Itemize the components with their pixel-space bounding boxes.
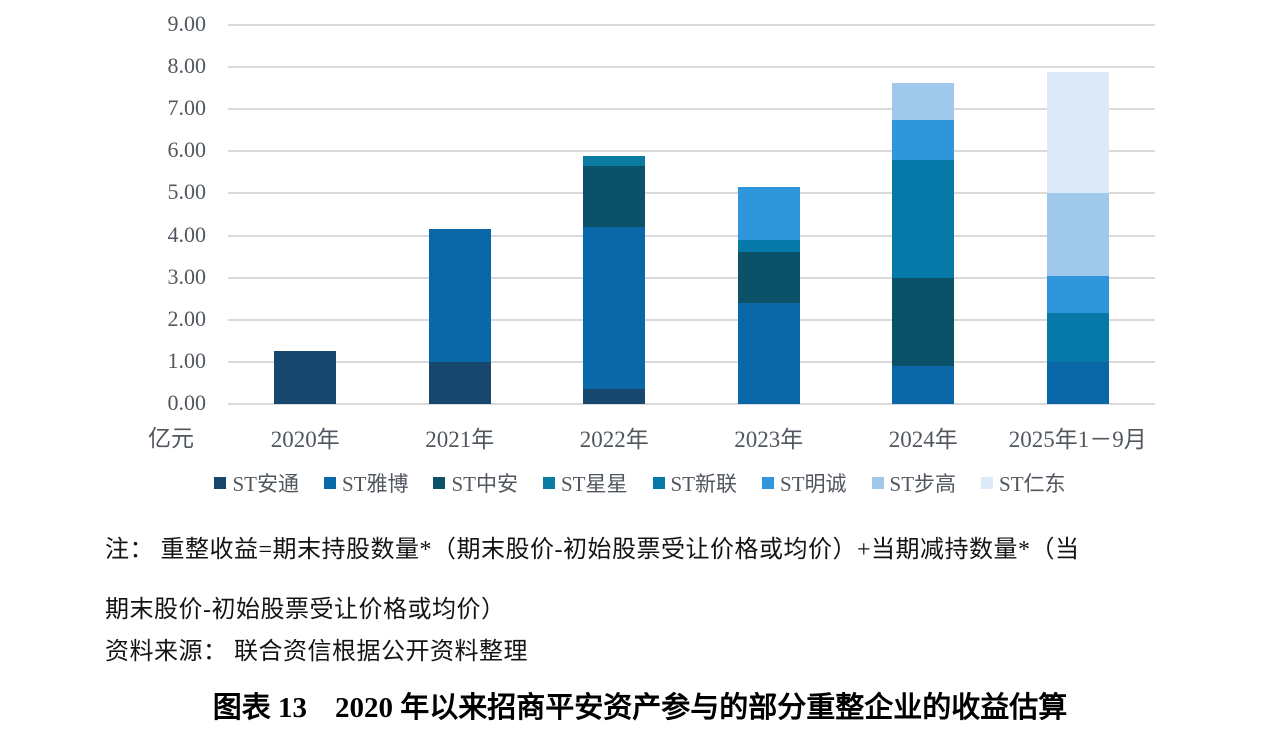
y-axis-tick-label: 9.00 — [167, 11, 207, 36]
legend-swatch-icon — [214, 477, 227, 489]
legend-swatch-icon — [652, 477, 665, 489]
y-axis-unit-label: 亿元 — [148, 426, 194, 451]
bar-segment — [583, 166, 646, 228]
legend-label: ST安通 — [232, 472, 299, 496]
y-axis-tick-label: 5.00 — [167, 179, 207, 205]
gridline — [228, 24, 1155, 26]
figure-caption-title: 2020 年以来招商平安资产参与的部分重整企业的收益估算 — [335, 692, 1068, 724]
bar-segment — [737, 239, 800, 253]
bar-segment — [737, 187, 800, 240]
y-axis-tick-label: 2.00 — [167, 305, 207, 331]
y-axis-tick-label: 0.00 — [167, 390, 207, 415]
note-line-2: 期末股价-初始股票受让价格或均价） — [105, 597, 506, 623]
legend-item: ST中安 — [433, 468, 518, 498]
gridline — [228, 192, 1155, 195]
gridline — [228, 234, 1155, 237]
y-axis-tick-label: 6.00 — [167, 137, 207, 163]
bar-segment — [892, 82, 955, 120]
legend-swatch-icon — [762, 477, 775, 489]
legend-swatch-icon — [981, 477, 994, 489]
x-axis-label: 2022年 — [579, 427, 649, 452]
x-axis-label: 2025年1－9月 — [1008, 427, 1147, 452]
legend-label: ST步高 — [889, 472, 957, 496]
bar-segment — [892, 159, 955, 278]
legend-label: ST仁东 — [999, 472, 1066, 496]
gridline — [228, 66, 1155, 69]
bar-segment — [583, 227, 646, 390]
bar-segment — [1046, 72, 1109, 194]
bar-segment — [1046, 361, 1109, 404]
bar-segment — [737, 252, 800, 303]
bar-segment — [892, 366, 955, 404]
legend-label: ST星星 — [560, 472, 628, 496]
legend-label: ST明诚 — [780, 472, 847, 496]
bar-segment — [428, 229, 491, 362]
gridline — [228, 150, 1155, 153]
bar-segment — [583, 155, 646, 167]
legend-item: ST明诚 — [762, 468, 847, 498]
figure-caption: 图表 13 2020 年以来招商平安资产参与的部分重整企业的收益估算 — [0, 684, 1280, 726]
y-axis-tick-label: 4.00 — [167, 221, 207, 247]
legend-swatch-icon — [542, 477, 555, 489]
bar-segment — [274, 351, 337, 404]
legend-swatch-icon — [323, 477, 336, 489]
bar-segment — [892, 277, 955, 367]
legend-label: ST中安 — [451, 472, 518, 496]
legend-swatch-icon — [871, 477, 884, 489]
bar-segment — [892, 119, 955, 160]
chart-plot-area — [228, 24, 1155, 405]
bar-segment — [1046, 193, 1109, 276]
bar-segment — [428, 361, 491, 404]
legend-label: ST新联 — [670, 472, 738, 496]
gridline — [228, 403, 1155, 405]
x-axis-label: 2021年 — [425, 427, 495, 452]
legend-item: ST星星 — [542, 468, 628, 498]
x-axis-label: 2024年 — [888, 427, 958, 452]
legend-item: ST步高 — [871, 468, 957, 498]
x-axis-label: 2020年 — [270, 427, 340, 452]
gridline — [228, 318, 1155, 321]
y-axis-tick-label: 7.00 — [167, 95, 207, 121]
stacked-bar — [274, 25, 337, 404]
x-axis-label: 2023年 — [734, 427, 804, 452]
legend-item: ST雅博 — [323, 468, 409, 498]
legend-label: ST雅博 — [341, 472, 409, 496]
stacked-bar — [428, 25, 491, 404]
note-line-1: 注： 重整收益=期末持股数量*（期末股价-初始股票受让价格或均价）+当期减持数量… — [105, 537, 1080, 563]
y-axis-tick-label: 8.00 — [167, 53, 207, 79]
gridline — [228, 360, 1155, 363]
bar-segment — [737, 302, 800, 404]
stacked-bar — [892, 25, 955, 404]
legend-item: ST安通 — [214, 468, 299, 498]
legend-item: ST仁东 — [981, 468, 1066, 498]
stacked-bar — [583, 25, 646, 404]
chart-legend: ST安通 ST雅博 ST中安 ST星星 ST新联 ST明诚 ST步高 ST仁东 — [0, 468, 1280, 498]
gridline — [228, 108, 1155, 111]
gridline — [228, 276, 1155, 279]
source-line: 资料来源： 联合资信根据公开资料整理 — [105, 639, 528, 665]
y-axis-tick-label: 1.00 — [167, 347, 207, 373]
bar-segment — [583, 389, 646, 404]
legend-item: ST新联 — [652, 468, 738, 498]
legend-swatch-icon — [433, 477, 446, 489]
bar-segment — [1046, 313, 1109, 362]
bar-segment — [1046, 275, 1109, 314]
stacked-bar — [1046, 25, 1109, 404]
stacked-bar — [737, 25, 800, 404]
figure-caption-number: 图表 13 — [212, 692, 307, 724]
y-axis-tick-label: 3.00 — [167, 263, 207, 289]
